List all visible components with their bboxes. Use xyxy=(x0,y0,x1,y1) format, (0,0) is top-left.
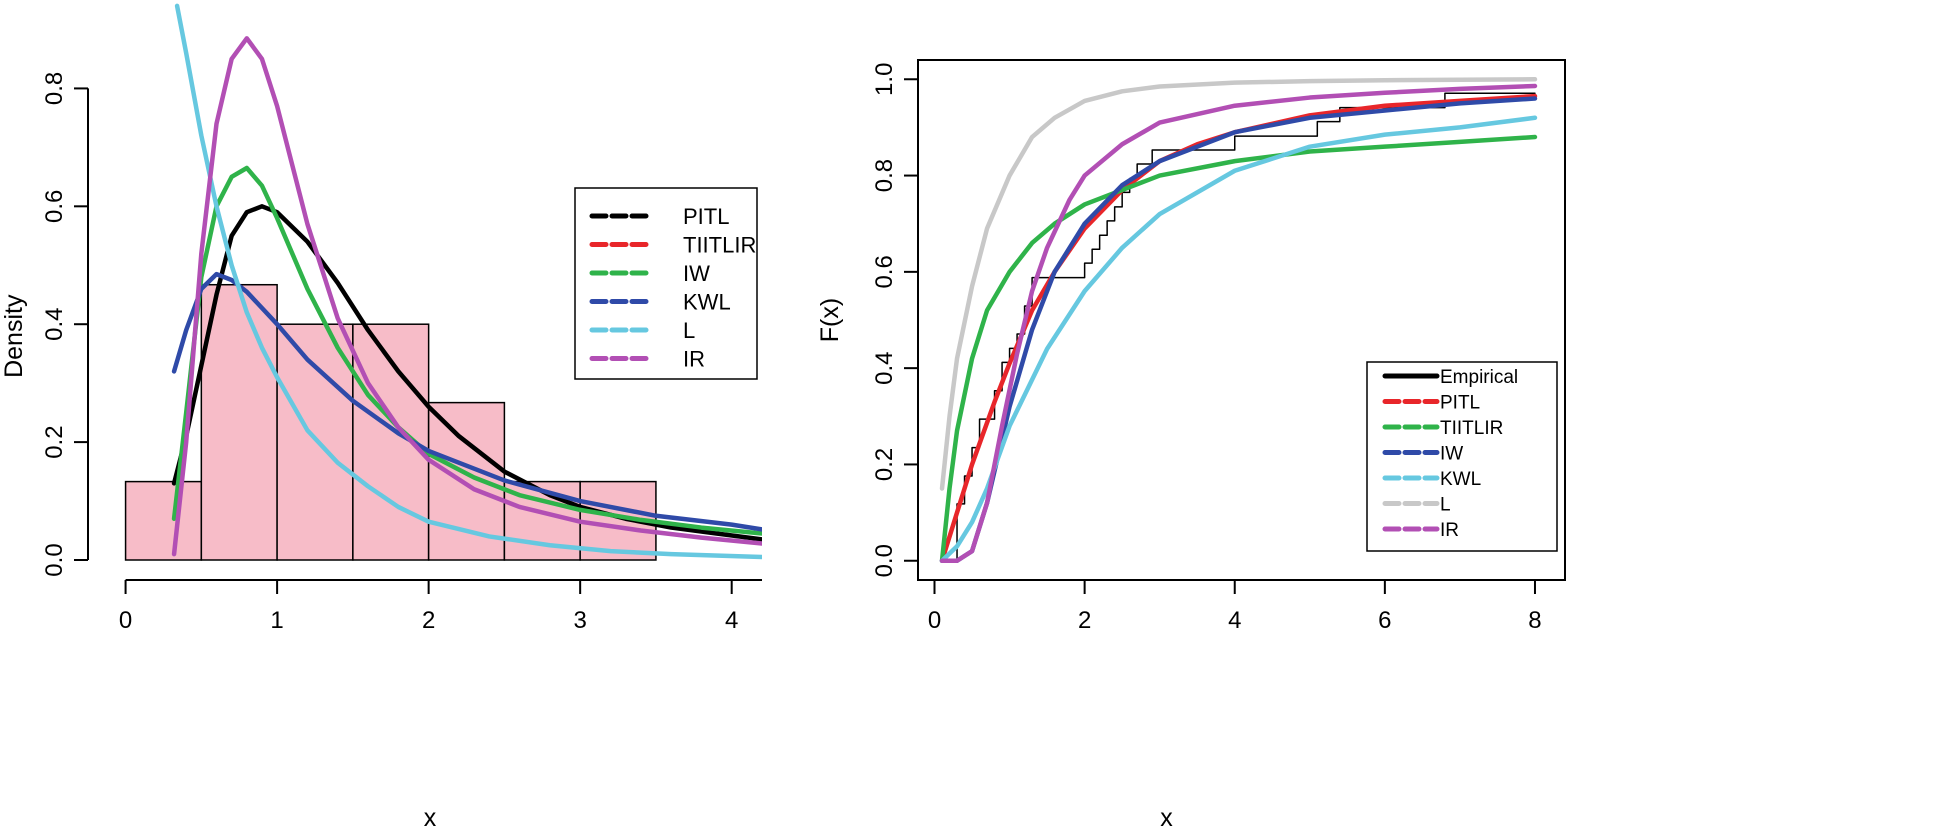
series-line xyxy=(941,92,1536,562)
legend-label: PITL xyxy=(1440,392,1480,413)
legend-label: L xyxy=(683,318,695,343)
series-group xyxy=(171,3,762,560)
x-tick-label: 2 xyxy=(422,607,435,634)
y-tick-label: 0.8 xyxy=(41,72,68,105)
legend-label: TIITLIR xyxy=(1440,418,1503,439)
x-axis-title: x xyxy=(424,804,437,832)
x-tick-label: 0 xyxy=(119,607,132,634)
legend-label: KWL xyxy=(683,289,731,314)
x-tick-label: 4 xyxy=(725,607,738,634)
y-tick-label: 0.2 xyxy=(41,425,68,458)
cdf-plot: 0 2 4 6 8 0.0 0.2 0.4 0.6 0.8 1.0 x F(x) Empirical PIT… xyxy=(816,59,1566,832)
legend-label: IW xyxy=(683,261,710,286)
legend: Empirical PITL TIITLIR IW KWL L IR xyxy=(1366,361,1558,552)
density-plot: 0 1 2 3 4 0.0 0.2 0.4 0.6 0.8 x Density PITL TIITLIR I… xyxy=(0,3,762,832)
histogram-bar xyxy=(427,401,506,561)
y-tick-label: 0.4 xyxy=(871,351,898,384)
series-line xyxy=(171,36,762,557)
legend-label: IR xyxy=(683,346,705,371)
y-tick-label: 0.8 xyxy=(871,159,898,192)
legend-frame xyxy=(1366,361,1558,552)
legend-label: IW xyxy=(1440,443,1463,464)
series-line xyxy=(939,115,1538,563)
y-tick-label: 0.4 xyxy=(41,308,68,341)
legend-label: PITL xyxy=(683,204,729,229)
y-tick-label: 1.0 xyxy=(871,63,898,96)
y-tick-label: 0.0 xyxy=(871,544,898,577)
histogram-bar xyxy=(124,480,203,561)
series-line xyxy=(939,93,1538,563)
histogram-bar xyxy=(276,323,354,561)
x-tick-label: 6 xyxy=(1378,607,1391,634)
y-tick-label: 0.2 xyxy=(871,448,898,481)
x-tick-label: 0 xyxy=(928,607,941,634)
y-axis-title: F(x) xyxy=(816,298,844,342)
x-tick-label: 2 xyxy=(1078,607,1091,634)
y-axis-title: Density xyxy=(0,294,28,378)
legend-label: TIITLIR xyxy=(683,232,756,257)
legend-label: L xyxy=(1440,494,1451,515)
series-line xyxy=(939,134,1538,563)
y-tick-label: 0.6 xyxy=(41,190,68,223)
legend-label: Empirical xyxy=(1440,367,1518,388)
legend-frame xyxy=(574,187,758,380)
series-line xyxy=(174,3,762,560)
x-tick-label: 1 xyxy=(270,607,283,634)
y-tick-label: 0.6 xyxy=(871,255,898,288)
series-line xyxy=(939,83,1538,563)
legend: PITL TIITLIR IW KWL L IR xyxy=(574,187,758,380)
series-line xyxy=(939,77,1538,491)
legend-label: IR xyxy=(1440,520,1459,541)
series-group xyxy=(939,77,1538,563)
histogram-bar xyxy=(200,283,278,561)
legend-label: KWL xyxy=(1440,469,1481,490)
x-axis-title: x xyxy=(1160,804,1173,832)
series-line xyxy=(171,271,762,532)
x-tick-label: 4 xyxy=(1228,607,1241,634)
x-tick-label: 8 xyxy=(1528,607,1541,634)
y-tick-label: 0.0 xyxy=(41,543,68,576)
x-tick-label: 3 xyxy=(573,607,586,634)
